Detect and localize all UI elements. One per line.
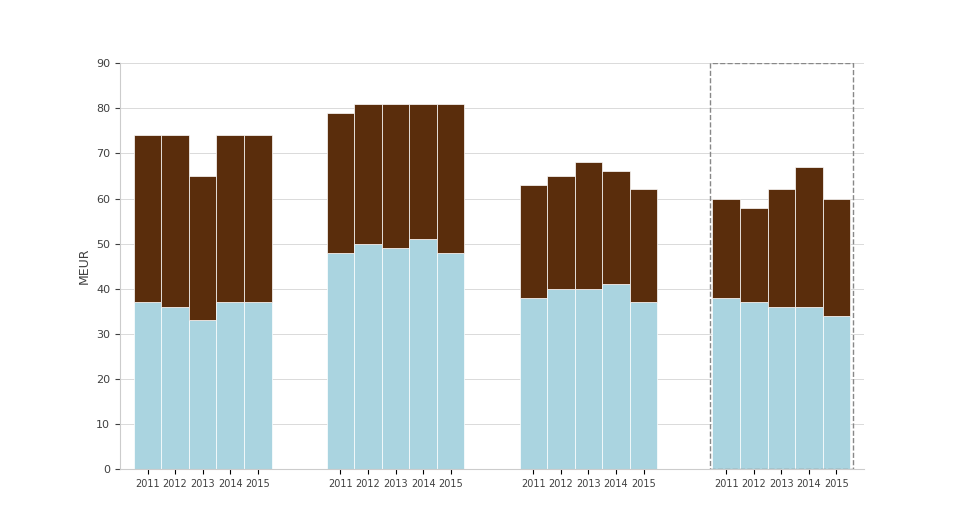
Bar bbox=[409, 239, 437, 469]
Bar bbox=[519, 185, 547, 298]
Bar bbox=[630, 190, 658, 302]
Bar bbox=[409, 104, 437, 239]
Bar bbox=[189, 320, 216, 469]
Bar bbox=[382, 104, 409, 248]
Bar bbox=[630, 302, 658, 469]
Bar bbox=[326, 252, 354, 469]
Bar bbox=[712, 298, 740, 469]
Bar bbox=[189, 176, 216, 320]
Bar bbox=[216, 302, 244, 469]
Bar bbox=[602, 284, 630, 469]
Bar bbox=[354, 104, 382, 243]
Bar bbox=[768, 307, 795, 469]
Bar bbox=[547, 289, 575, 469]
Bar bbox=[547, 176, 575, 289]
Bar bbox=[823, 199, 851, 316]
Bar bbox=[740, 208, 768, 302]
Bar bbox=[133, 302, 161, 469]
Bar bbox=[437, 252, 465, 469]
Bar bbox=[519, 298, 547, 469]
Bar bbox=[216, 135, 244, 302]
Bar bbox=[382, 248, 409, 469]
Bar bbox=[768, 190, 795, 307]
Bar bbox=[602, 171, 630, 284]
Bar bbox=[575, 289, 602, 469]
Y-axis label: MEUR: MEUR bbox=[78, 248, 90, 285]
Bar bbox=[795, 307, 823, 469]
Bar bbox=[437, 104, 465, 252]
Bar bbox=[795, 167, 823, 307]
Bar bbox=[712, 199, 740, 298]
Bar bbox=[326, 113, 354, 252]
Bar bbox=[823, 316, 851, 469]
Bar bbox=[575, 162, 602, 289]
Bar bbox=[244, 135, 272, 302]
Bar bbox=[740, 302, 768, 469]
Bar bbox=[161, 307, 189, 469]
Bar bbox=[161, 135, 189, 307]
Bar bbox=[354, 243, 382, 469]
Bar bbox=[244, 302, 272, 469]
Bar bbox=[133, 135, 161, 302]
